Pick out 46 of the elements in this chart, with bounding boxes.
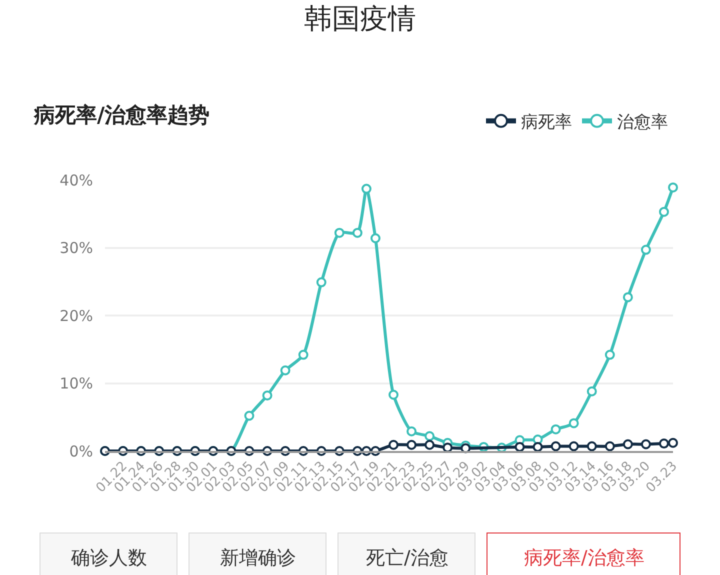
y-tick-label: 40% [60, 171, 93, 190]
point [406, 440, 417, 450]
point [604, 350, 615, 360]
point [668, 182, 678, 192]
point [514, 442, 525, 452]
point [244, 410, 254, 421]
point [361, 184, 372, 194]
chart-subtitle: 病死率/治愈率趋势 [33, 103, 210, 127]
y-tick-label: 10% [60, 374, 93, 392]
point [640, 439, 651, 450]
chart-title: 韩国疫情 [304, 2, 416, 36]
point [622, 439, 633, 450]
point [550, 441, 561, 452]
point [586, 441, 597, 452]
point [424, 440, 435, 450]
y-tick-label: 20% [60, 306, 93, 325]
point [640, 244, 651, 255]
point [262, 390, 272, 400]
point [316, 277, 326, 288]
point [658, 438, 669, 449]
point [550, 424, 561, 434]
legend-label: 病死率 [521, 112, 572, 133]
point [532, 442, 543, 452]
text: 死亡/治愈 [366, 547, 448, 569]
point [604, 441, 615, 452]
point [406, 426, 417, 436]
point [280, 365, 290, 376]
point [568, 418, 579, 428]
point [352, 228, 362, 238]
point [622, 292, 633, 302]
point [568, 441, 579, 452]
point [298, 350, 308, 360]
y-tick-label: 30% [60, 239, 93, 257]
text: 新增确诊 [220, 547, 296, 569]
legend-label: 治愈率 [617, 112, 668, 133]
point [668, 438, 678, 448]
text: 确诊人数 [70, 547, 147, 569]
y-tick-label: 0% [69, 442, 93, 460]
text: 病死率/治愈率 [524, 547, 644, 569]
point [370, 233, 380, 244]
point [388, 440, 399, 450]
point [658, 206, 669, 217]
point [334, 228, 344, 238]
point [424, 431, 435, 442]
point [388, 390, 399, 400]
point [586, 386, 597, 396]
